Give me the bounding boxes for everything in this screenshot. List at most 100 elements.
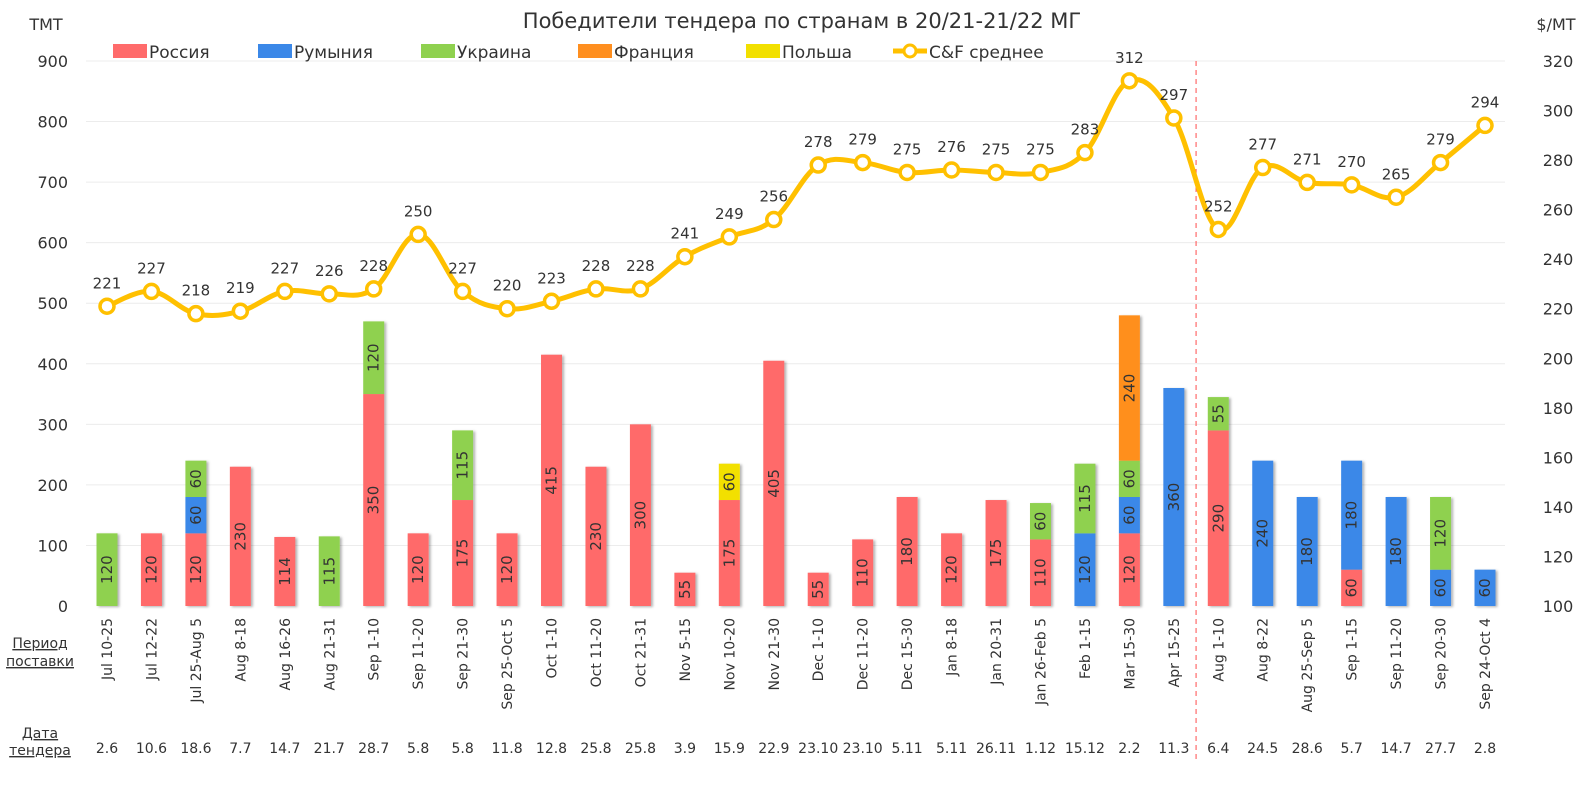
cf-point [676,247,694,266]
bar-value-label: 300 [631,501,649,530]
bar-value-label: 175 [454,539,472,568]
right-axis-ticks: 100 120 140 160 180 200 220 240 260 280 300 320 [1543,52,1574,616]
bar-stack [718,463,740,606]
bar-value-label: 120 [409,555,427,584]
legend-swatch [578,44,612,58]
bar-segment [1163,388,1185,606]
cf-point [231,302,250,320]
bar-value-label: 240 [1120,374,1138,403]
bars: 120 120 120 60 60 230 114 115 350 120 120 175 115 120… [96,315,1496,606]
bar-value-label: 120 [1120,555,1138,584]
bar-stack [1074,463,1096,606]
bar-stack [1118,315,1140,606]
bar-stack [629,424,651,606]
bar-segment [763,360,785,606]
bar-segment [1118,533,1140,606]
left-tick-label: 400 [37,355,68,374]
bar-value-label: 175 [987,539,1005,568]
right-tick-label: 260 [1543,201,1574,220]
bar-stack [1341,460,1363,606]
cf-value-label: 219 [226,279,255,297]
category-label: Oct 21-31 [633,618,649,687]
cf-point [853,153,872,172]
category-label: Sep 11-20 [1389,618,1405,690]
tender-date-label: 28.7 [358,741,389,757]
bar-segment [1029,539,1051,606]
cf-point [98,297,116,315]
bar-value-label: 110 [854,558,872,587]
category-label: Sep 21-30 [456,618,472,690]
category-label: Jul 25-Aug 5 [189,618,205,704]
bar-value-label: 405 [765,469,783,498]
bar-stack [140,533,162,606]
bar-segment [96,533,118,606]
bar-stack [1430,497,1452,606]
cf-point [498,299,516,318]
cf-value-label: 252 [1204,197,1233,215]
bar-stack [452,430,474,606]
cf-value-label: 279 [1426,131,1455,149]
bar-stack [763,360,785,606]
category-label: Jul 12-22 [144,618,160,681]
cf-value-label: 265 [1382,165,1411,183]
cf-value-label: 275 [982,140,1011,158]
bar-segment [1118,315,1140,461]
cf-point [1342,176,1361,194]
tender-date-label: 11.3 [1158,741,1189,757]
cf-value-label: 275 [893,140,922,158]
cf-value-label: 223 [537,269,566,287]
legend-label: Франция [614,43,694,63]
tender-date-label: 11.8 [491,741,522,757]
category-label: Sep 20-30 [1434,618,1450,690]
right-tick-label: 120 [1543,547,1574,566]
bar-segment [674,572,696,606]
bar-value-label: 60 [1120,469,1138,488]
cf-value-label: 241 [671,225,700,243]
category-label: Jan 26-Feb 5 [1033,618,1049,706]
category-label: Jan 8-18 [945,618,961,677]
cf-point [1165,109,1183,127]
bar-segment [363,394,385,606]
cf-value-label: 228 [359,257,388,275]
tender-date-label: 23.10 [843,741,883,757]
tender-date-label: 18.6 [180,741,211,757]
right-tick-label: 180 [1543,399,1574,418]
category-label: Oct 11-20 [589,618,605,687]
bar-value-label: 120 [1432,519,1450,548]
bar-stack [229,466,251,606]
bar-value-label: 55 [809,580,827,599]
bar-segment [1430,497,1452,570]
tender-date-label: 3.9 [674,741,696,757]
bar-stack [318,536,340,606]
bar-segment [1252,460,1274,606]
cf-value-label: 220 [493,277,522,295]
bar-segment [452,430,474,501]
category-label: Aug 8-22 [1256,618,1272,682]
bar-value-label: 60 [1031,512,1049,531]
tender-date-label: 24.5 [1247,741,1278,757]
category-label: Sep 1-15 [1345,618,1361,681]
category-label: Dec 1-10 [811,618,827,681]
right-tick-label: 140 [1543,498,1574,517]
bar-segment [1118,497,1140,534]
legend-item: Россия [113,43,210,63]
cf-point [542,292,561,311]
legend-label: Украина [457,43,531,63]
bar-segment [718,500,740,606]
left-axis-ticks: 0 100 200 300 400 500 600 700 800 900 [37,52,68,616]
cf-point [320,285,339,303]
tender-date-label: 15.12 [1065,741,1105,757]
bar-value-label: 114 [276,557,294,586]
bar-value-label: 115 [320,557,338,586]
bar-stack [1029,503,1051,606]
cf-point [1298,173,1316,192]
cf-value-label: 297 [1160,86,1189,104]
bar-segment [1385,497,1407,606]
cf-value-label: 228 [626,257,655,275]
category-labels: Jul 10-25 Jul 12-22 Jul 25-Aug 5 Aug 8-18 Au… [100,618,1494,712]
bar-value-label: 180 [1343,501,1361,530]
right-tick-label: 280 [1543,151,1574,170]
legend-label: Польша [782,43,852,63]
bar-value-label: 55 [676,580,694,599]
cf-point [1431,153,1450,172]
